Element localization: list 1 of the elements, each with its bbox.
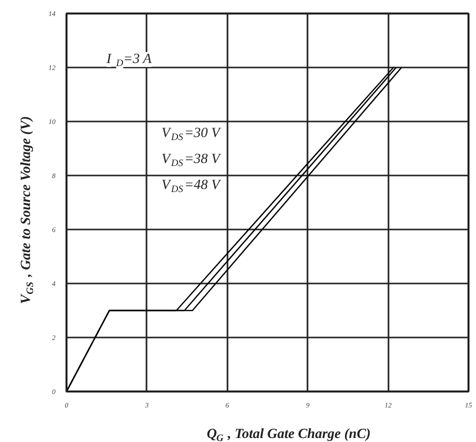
y-axis-title: VGS , Gate to Source Voltage (V) [19,116,36,304]
